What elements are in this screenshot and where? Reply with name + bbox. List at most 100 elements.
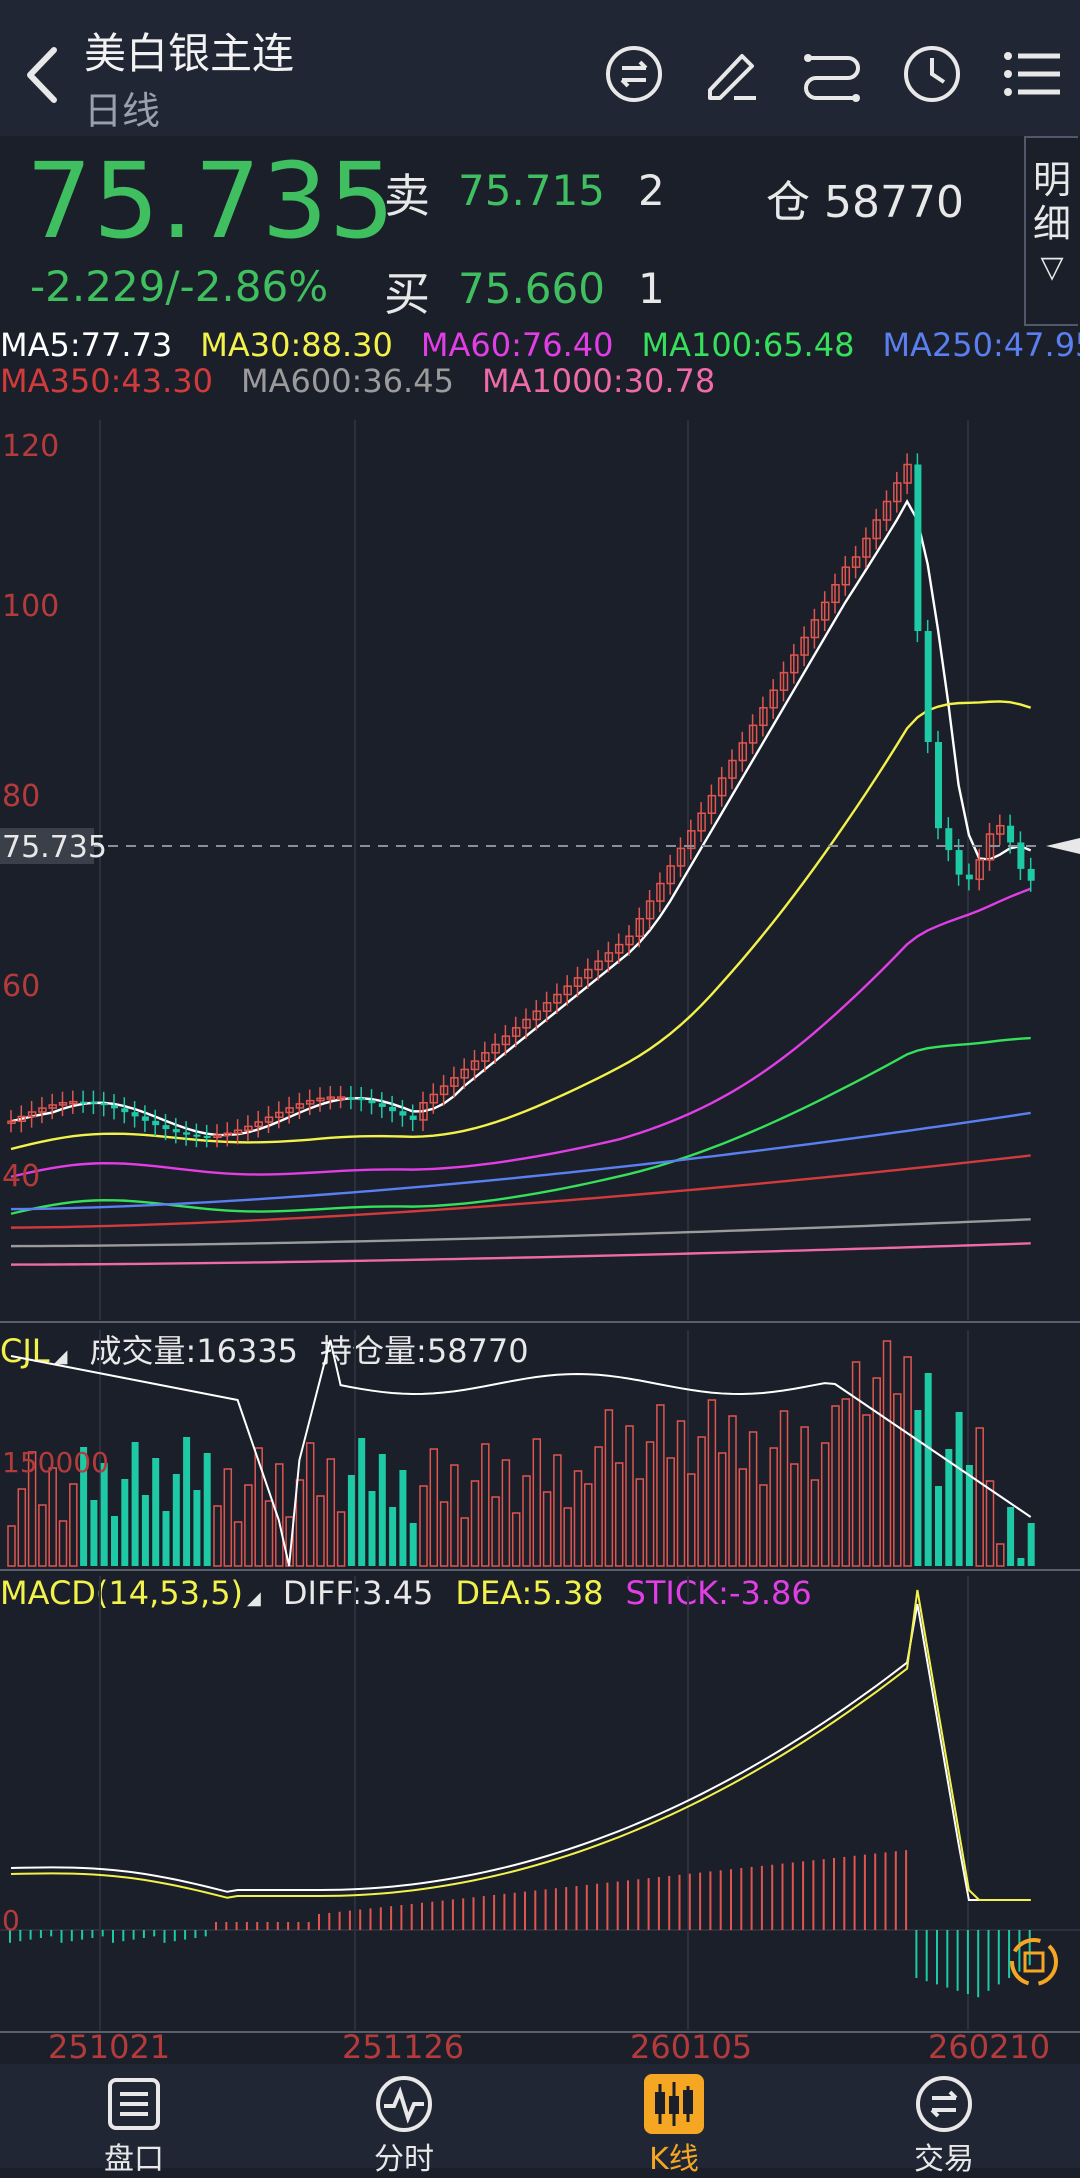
volume-bar: [893, 1393, 902, 1567]
refresh-icon[interactable]: [1010, 1938, 1058, 1986]
volume-bar: [810, 1479, 820, 1567]
volume-bar: [573, 1470, 583, 1567]
candle-body: [800, 636, 809, 656]
x-tick-label: 260210: [928, 2028, 1050, 2064]
volume-bar: [1007, 1507, 1015, 1566]
candle-body: [697, 812, 706, 832]
sell-label: 卖: [384, 169, 430, 223]
volume-bar: [975, 1427, 984, 1567]
volume-bar: [131, 1442, 139, 1566]
volume-bar: [553, 1454, 562, 1567]
volume-bar: [542, 1491, 552, 1567]
candle-body: [820, 601, 830, 621]
candle-body: [90, 1101, 98, 1104]
volume-bar: [48, 1467, 57, 1567]
ma-line-60: [10, 887, 1032, 1178]
volume-bar: [69, 1483, 78, 1567]
volume-bar: [27, 1451, 37, 1567]
x-tick-label: 260105: [630, 2028, 752, 2064]
current-price-arrow: [1046, 838, 1080, 854]
volume-bar: [336, 1511, 346, 1567]
page-title: 美白银主连: [84, 29, 295, 78]
candle-body: [162, 1125, 170, 1130]
orderbook-icon: [108, 2078, 160, 2130]
candle-body: [326, 1096, 336, 1100]
ma-line-350: [10, 1154, 1031, 1229]
candle-body: [27, 1111, 37, 1118]
tab-trade[interactable]: 交易: [844, 2064, 1044, 2177]
macd-diff: DIFF:3.45: [282, 1574, 434, 1612]
candle-body: [553, 993, 562, 1004]
volume-bar: [790, 1463, 799, 1567]
volume-bar: [935, 1486, 942, 1566]
volume-bar: [1027, 1523, 1035, 1566]
candle-body: [511, 1027, 521, 1037]
buy-label: 买: [384, 267, 430, 321]
volume-bar: [924, 1373, 932, 1566]
volume-tick-label: 150000: [2, 1446, 109, 1479]
candle-body: [358, 1098, 366, 1101]
volume-bar: [1017, 1558, 1025, 1566]
chart-canvas[interactable]: 75.735 120 100 80 60 40 150000 0 251021 …: [0, 0, 1080, 2064]
clock-icon[interactable]: [894, 36, 970, 112]
candle-body: [172, 1129, 180, 1133]
volume-bar: [450, 1464, 459, 1567]
open-interest: 仓 58770: [766, 177, 964, 228]
volume-bar: [17, 1488, 27, 1567]
volume-bar: [152, 1458, 160, 1566]
volume-bar: [491, 1496, 500, 1567]
volume-bar: [717, 1452, 727, 1567]
volume-bar: [389, 1507, 397, 1566]
ma-line-250: [10, 1111, 1031, 1211]
macd-dea-line: [10, 1589, 1031, 1901]
menu-icon[interactable]: [994, 36, 1070, 112]
macd-indicator-name[interactable]: MACD(14,53,5): [0, 1574, 244, 1612]
candle-body: [955, 850, 963, 875]
volume-bar: [945, 1449, 953, 1566]
quote-panel: [0, 136, 1080, 328]
volume-bar: [851, 1361, 861, 1567]
volume-bar: [183, 1437, 191, 1566]
ma-line-1000: [10, 1242, 1031, 1266]
volume-bar: [563, 1507, 572, 1567]
switch-contract-icon[interactable]: [596, 36, 672, 112]
ma-legend-item: MA60:76.40: [420, 326, 614, 364]
tab-timeshare[interactable]: 分时: [304, 2064, 504, 2177]
candle-body: [738, 742, 748, 762]
volume-bar: [501, 1459, 511, 1567]
tab-orderbook[interactable]: 盘口: [34, 2064, 234, 2177]
back-icon[interactable]: [18, 40, 68, 110]
volume-bar: [996, 1543, 1005, 1567]
macd-histogram: [9, 1850, 1031, 1998]
candle-body: [193, 1134, 201, 1137]
candle-body: [429, 1093, 439, 1104]
macd-legend[interactable]: MACD(14,53,5) ◢ DIFF:3.45 DEA:5.38 STICK:-3.…: [0, 1574, 834, 1612]
bottom-nav: 盘口 分时 K线 交易: [0, 2064, 1080, 2177]
candle-body: [305, 1099, 315, 1105]
volume-indicator-name[interactable]: CJL: [0, 1332, 50, 1370]
volume-bar: [584, 1483, 593, 1567]
candle-body: [7, 1120, 16, 1124]
volume-bar: [955, 1412, 963, 1566]
candle-body: [378, 1103, 386, 1107]
ma-legend-row-2: MA350:43.30 MA600:36.45 MA1000:30.78: [0, 362, 743, 400]
compare-icon[interactable]: [794, 36, 870, 112]
draw-icon[interactable]: [694, 36, 770, 112]
candle-body: [914, 464, 922, 631]
volume-bar: [358, 1438, 366, 1566]
detail-button[interactable]: 明 细 ▽: [1024, 136, 1078, 326]
volume-bar: [914, 1410, 922, 1566]
period-label[interactable]: 日线: [84, 89, 161, 133]
tab-kline[interactable]: K线: [574, 2064, 774, 2177]
candle-body: [625, 935, 634, 946]
candle-body: [399, 1111, 407, 1116]
volume-bar: [295, 1479, 305, 1567]
volume-bar: [141, 1495, 149, 1566]
y-tick-label: 60: [2, 969, 40, 1004]
candle-body: [707, 794, 717, 814]
volume-bar: [635, 1478, 645, 1567]
candle-body: [542, 1002, 552, 1012]
candle-body: [945, 828, 953, 851]
candle-body: [295, 1103, 305, 1109]
volume-bar: [162, 1511, 170, 1566]
